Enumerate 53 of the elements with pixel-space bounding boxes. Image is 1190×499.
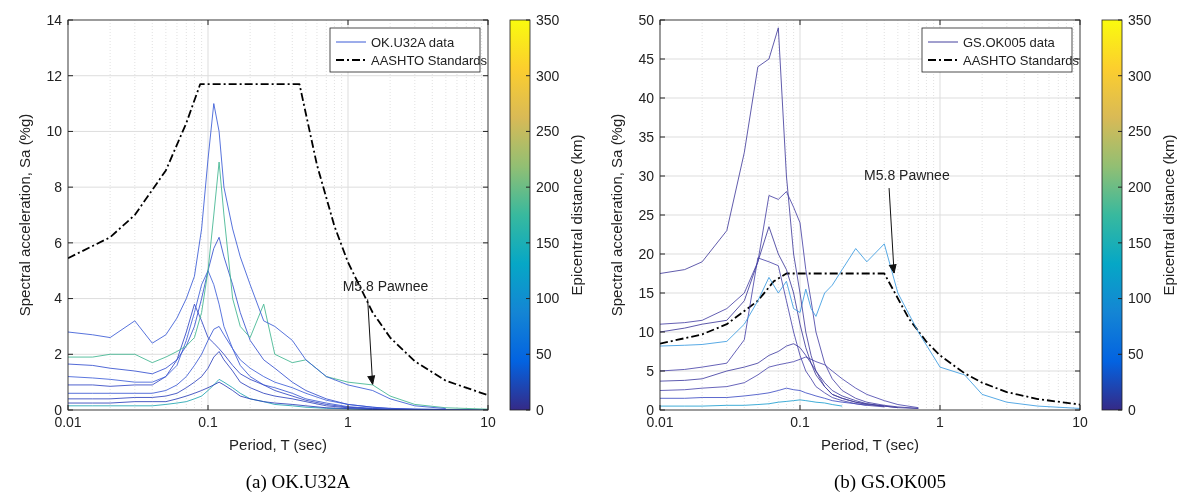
- legend-label: AASHTO Standards: [963, 52, 1080, 68]
- y-axis-title: Spectral acceleration, Sa (%g): [16, 113, 33, 317]
- color-bar-label: 300: [536, 67, 560, 84]
- x-tick-label: 1: [936, 414, 945, 430]
- y-tick-label: 20: [638, 245, 655, 262]
- x-tick-label: 0.1: [198, 414, 218, 430]
- x-tick-label: 0.1: [790, 414, 810, 430]
- color-bar-label: 250: [1128, 123, 1152, 140]
- y-tick-label: 4: [54, 290, 63, 307]
- color-bar-label: 100: [536, 290, 560, 307]
- legend-label: OK.U32A data: [371, 34, 455, 50]
- text: (a) OK.U32A: [245, 471, 351, 493]
- y-tick-label: 6: [54, 234, 63, 251]
- y-tick-label: 10: [46, 123, 63, 140]
- color-bar-title: Epicentral distance (km): [1160, 134, 1177, 296]
- x-tick-label: 10: [480, 414, 496, 430]
- color-bar-label: 150: [536, 234, 560, 251]
- annotation: M5.8 Pawnee: [864, 167, 950, 184]
- legend-label: GS.OK005 data: [963, 34, 1056, 50]
- y-tick-label: 30: [638, 167, 655, 184]
- x-axis-title: Period, T (sec): [821, 436, 919, 453]
- color-bar-label: 250: [536, 123, 560, 140]
- color-bar-label: 200: [536, 179, 560, 196]
- color-bar-label: 150: [1128, 234, 1152, 251]
- color-bar-label: 100: [1128, 290, 1152, 307]
- y-tick-label: 35: [638, 128, 655, 145]
- color-bar-label: 0: [536, 401, 544, 418]
- color-bar-label: 350: [1128, 11, 1152, 28]
- annotation: M5.8 Pawnee: [342, 278, 429, 295]
- color-bar-label: 300: [1128, 67, 1152, 84]
- x-axis-title: Period, T (sec): [229, 436, 327, 453]
- text: (b) GS.OK005: [834, 471, 946, 493]
- legend-label: AASHTO Standards: [371, 52, 488, 68]
- x-tick-label: 10: [1072, 414, 1088, 430]
- y-tick-label: 14: [46, 11, 63, 28]
- color-bar-label: 350: [536, 11, 560, 28]
- y-tick-label: 25: [638, 206, 655, 223]
- y-tick-label: 8: [54, 179, 63, 196]
- color-bar-label: 0: [1128, 401, 1136, 418]
- color-bar-label: 50: [1128, 346, 1144, 363]
- y-tick-label: 12: [46, 67, 63, 84]
- y-tick-label: 45: [638, 50, 655, 67]
- y-tick-label: 15: [638, 284, 655, 301]
- y-tick-label: 2: [54, 346, 63, 363]
- y-tick-label: 10: [638, 323, 655, 340]
- x-tick-label: 1: [344, 414, 353, 430]
- y-tick-label: 50: [638, 11, 655, 28]
- color-bar-label: 200: [1128, 179, 1152, 196]
- color-bar-label: 50: [536, 346, 552, 363]
- y-tick-label: 5: [646, 362, 655, 379]
- y-axis-title: Spectral acceleration, Sa (%g): [608, 113, 625, 317]
- color-bar-title: Epicentral distance (km): [568, 134, 585, 296]
- y-tick-label: 40: [638, 89, 655, 106]
